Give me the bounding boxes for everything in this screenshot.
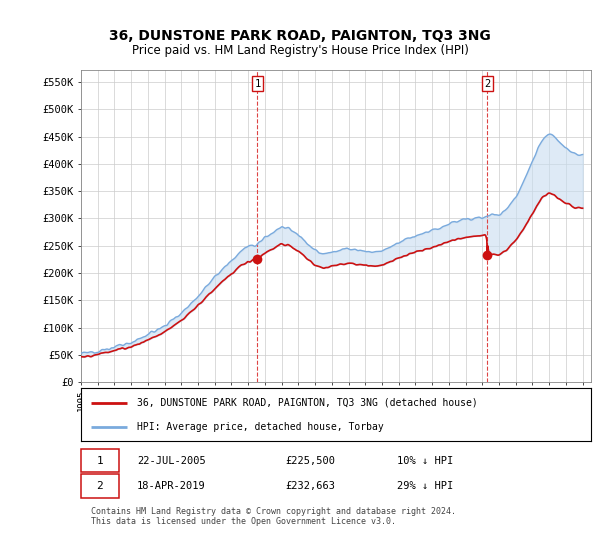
FancyBboxPatch shape: [81, 474, 119, 497]
Text: 36, DUNSTONE PARK ROAD, PAIGNTON, TQ3 3NG: 36, DUNSTONE PARK ROAD, PAIGNTON, TQ3 3N…: [109, 29, 491, 44]
Text: £225,500: £225,500: [285, 455, 335, 465]
Text: 2: 2: [484, 78, 490, 88]
Text: 18-APR-2019: 18-APR-2019: [137, 481, 206, 491]
Text: HPI: Average price, detached house, Torbay: HPI: Average price, detached house, Torb…: [137, 422, 384, 432]
Text: 1: 1: [254, 78, 260, 88]
Text: 2: 2: [97, 481, 103, 491]
Text: 1: 1: [97, 455, 103, 465]
FancyBboxPatch shape: [81, 449, 119, 472]
Text: 10% ↓ HPI: 10% ↓ HPI: [397, 455, 454, 465]
Text: 29% ↓ HPI: 29% ↓ HPI: [397, 481, 454, 491]
Text: 36, DUNSTONE PARK ROAD, PAIGNTON, TQ3 3NG (detached house): 36, DUNSTONE PARK ROAD, PAIGNTON, TQ3 3N…: [137, 398, 478, 408]
Text: £232,663: £232,663: [285, 481, 335, 491]
Text: Contains HM Land Registry data © Crown copyright and database right 2024.
This d: Contains HM Land Registry data © Crown c…: [91, 507, 456, 526]
Text: 22-JUL-2005: 22-JUL-2005: [137, 455, 206, 465]
Text: Price paid vs. HM Land Registry's House Price Index (HPI): Price paid vs. HM Land Registry's House …: [131, 44, 469, 57]
